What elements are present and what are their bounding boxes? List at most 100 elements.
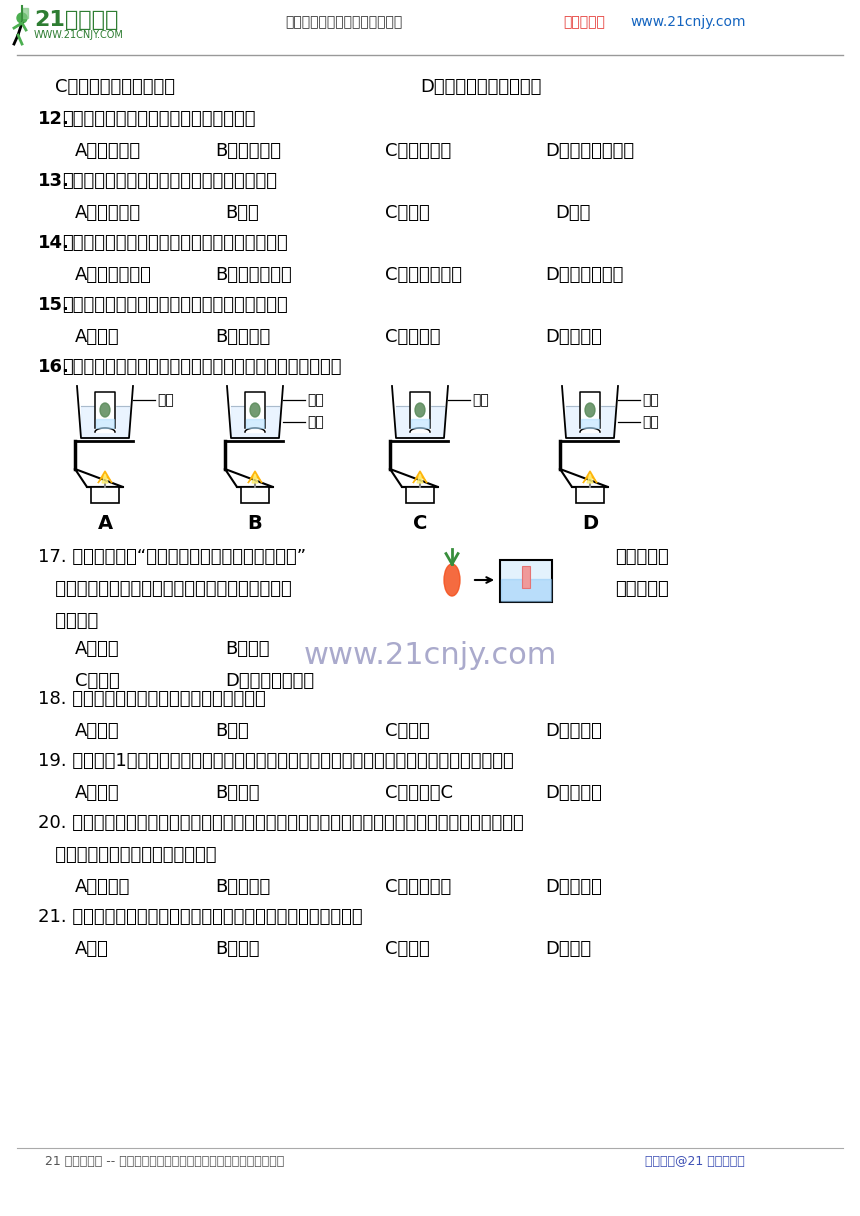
Ellipse shape: [100, 402, 110, 417]
Text: 下列实验装置中，能迅速、安全地使叶片的綠色褪去的是：: 下列实验装置中，能迅速、安全地使叶片的綠色褪去的是：: [62, 358, 341, 376]
Circle shape: [17, 13, 27, 23]
Polygon shape: [411, 420, 429, 428]
Text: B．锰、铁、氮: B．锰、铁、氮: [215, 266, 292, 285]
Text: 清水: 清水: [307, 393, 323, 407]
Text: D．蛋白质: D．蛋白质: [545, 784, 602, 803]
Text: 世纪教育网: 世纪教育网: [563, 15, 605, 29]
Ellipse shape: [250, 402, 260, 417]
Text: A．根冒: A．根冒: [75, 328, 120, 347]
Text: 21世纪教育: 21世纪教育: [34, 10, 119, 30]
Text: 16.: 16.: [38, 358, 70, 376]
Text: B．水: B．水: [225, 204, 259, 223]
Text: D．提供二氧化碳: D．提供二氧化碳: [545, 142, 634, 161]
Text: D．成熟区: D．成熟区: [545, 328, 602, 347]
Polygon shape: [396, 406, 444, 438]
Text: 20. 某家长为临近学业考试的孩子设计了一份晚餐食谱：米饥、炒猪肝、清蒂鰫鱼。为了均衡膨食，: 20. 某家长为临近学业考试的孩子设计了一份晚餐食谱：米饥、炒猪肝、清蒂鰫鱼。为…: [38, 814, 524, 832]
Text: 清水: 清水: [642, 415, 659, 429]
Text: C．小肠: C．小肠: [385, 940, 430, 958]
Text: 酒精: 酒精: [157, 393, 174, 407]
Text: 植物进行光合作用时，不需要的外界条件是：: 植物进行光合作用时，不需要的外界条件是：: [62, 171, 277, 190]
Text: 萝卜切条后放置于浓盐水中，如图所示。一段时间: 萝卜切条后放置于浓盐水中，如图所示。一段时间: [38, 580, 292, 598]
Text: A．变长: A．变长: [75, 640, 120, 658]
Text: D．先变长后变短: D．先变长后变短: [225, 672, 314, 689]
Text: 18. 下列物质中，能在纸张上留下油斑的是：: 18. 下列物质中，能在纸张上留下油斑的是：: [38, 689, 266, 708]
Text: B．糖类: B．糖类: [215, 784, 260, 803]
Text: A: A: [97, 514, 113, 533]
Text: B．鱼汤面: B．鱼汤面: [215, 878, 270, 896]
Text: 15.: 15.: [38, 295, 70, 314]
Text: C．维生素C: C．维生素C: [385, 784, 453, 803]
Text: A．炒青菜: A．炒青菜: [75, 878, 131, 896]
Text: D．氮、碗、锇: D．氮、碗、锇: [545, 266, 624, 285]
Polygon shape: [248, 471, 262, 483]
Text: C．脂肪: C．脂肪: [385, 722, 430, 741]
Text: 19. 小明同学1日三餐非鱼即肉，很少吃蔬菜水果，结果导致他的牙龈出血，原因是他体内缺乏：: 19. 小明同学1日三餐非鱼即肉，很少吃蔬菜水果，结果导致他的牙龈出血，原因是他…: [38, 751, 513, 770]
Text: 13.: 13.: [38, 171, 70, 190]
Polygon shape: [566, 406, 614, 438]
Polygon shape: [410, 392, 430, 432]
Polygon shape: [98, 471, 112, 483]
Polygon shape: [81, 406, 129, 438]
Text: B．分生区: B．分生区: [215, 328, 270, 347]
Text: 在植物的生长过程中，需要量最多的无机盐是：: 在植物的生长过程中，需要量最多的无机盐是：: [62, 233, 288, 252]
Text: A．胃: A．胃: [75, 940, 109, 958]
Text: C．变短: C．变短: [75, 672, 120, 689]
Polygon shape: [417, 474, 423, 483]
Text: C．五香牛肉: C．五香牛肉: [385, 878, 452, 896]
Text: D．光: D．光: [555, 204, 590, 223]
Text: 酒精: 酒精: [642, 393, 659, 407]
Text: D．煎鸡蛋: D．煎鸡蛋: [545, 878, 602, 896]
Text: 长度将：: 长度将：: [38, 612, 98, 630]
Bar: [576, 486, 604, 503]
Text: 后，萝卜条: 后，萝卜条: [615, 580, 669, 598]
Polygon shape: [22, 9, 28, 18]
Text: B．提供氧气: B．提供氧气: [215, 142, 281, 161]
Text: B．不变: B．不变: [225, 640, 269, 658]
Bar: [406, 486, 434, 503]
Polygon shape: [580, 392, 600, 432]
Ellipse shape: [415, 402, 425, 417]
Text: D: D: [582, 514, 598, 533]
Text: 21 世纪教育网 -- 中国最大型、最专业的中小学教育资源门户网站。: 21 世纪教育网 -- 中国最大型、最专业的中小学教育资源门户网站。: [45, 1155, 285, 1169]
Polygon shape: [95, 392, 115, 432]
Bar: [522, 565, 530, 589]
Text: C: C: [413, 514, 427, 533]
Polygon shape: [583, 471, 597, 483]
Text: WWW.21CNJY.COM: WWW.21CNJY.COM: [34, 30, 124, 40]
Text: 12.: 12.: [38, 109, 70, 128]
Text: www.21cnjy.com: www.21cnjy.com: [630, 15, 746, 29]
Text: A．铁、锤、钒: A．铁、锤、钒: [75, 266, 152, 285]
Text: C．高温: C．高温: [385, 204, 430, 223]
Polygon shape: [413, 471, 427, 483]
Text: A．脂肪: A．脂肪: [75, 784, 120, 803]
Text: B．水: B．水: [215, 722, 249, 741]
Text: 请补充一种食物使其营养更合理：: 请补充一种食物使其营养更合理：: [38, 846, 217, 865]
Text: D．法制宣传，保护鸟类: D．法制宣传，保护鸟类: [420, 78, 542, 96]
Polygon shape: [231, 406, 279, 438]
Text: 时，将新鲜: 时，将新鲜: [615, 548, 669, 565]
Polygon shape: [96, 420, 114, 428]
Text: 17. 某学生在探究“外界溶液浓度对植物吸水的影响”: 17. 某学生在探究“外界溶液浓度对植物吸水的影响”: [38, 548, 306, 565]
Polygon shape: [252, 474, 258, 483]
Bar: [91, 486, 119, 503]
Ellipse shape: [585, 402, 595, 417]
Text: A．淦粉: A．淦粉: [75, 722, 120, 741]
Text: C．滥砍滥伐，水土流失: C．滥砍滥伐，水土流失: [55, 78, 175, 96]
Text: 本资料来自于资源最齐全的２１: 本资料来自于资源最齐全的２１: [285, 15, 402, 29]
Text: D．蛋白质: D．蛋白质: [545, 722, 602, 741]
Polygon shape: [581, 420, 599, 428]
Text: A．提供食物: A．提供食物: [75, 142, 141, 161]
Polygon shape: [246, 420, 264, 428]
Bar: [500, 561, 552, 602]
Text: 植物根吸收水分和无机盐的主要部位是根尖的：: 植物根吸收水分和无机盐的主要部位是根尖的：: [62, 295, 288, 314]
Text: D．口腔: D．口腔: [545, 940, 591, 958]
Polygon shape: [587, 474, 593, 483]
Polygon shape: [245, 392, 265, 432]
Text: 把新鲜水草放在养鱼缸里的主要目的是：: 把新鲜水草放在养鱼缸里的主要目的是：: [62, 109, 255, 128]
Text: 21. 在人的消化系统中，消化食物和吸收营养物质的主要器官是：: 21. 在人的消化系统中，消化食物和吸收营养物质的主要器官是：: [38, 908, 363, 927]
Polygon shape: [501, 579, 551, 601]
Text: www.21cnjy.com: www.21cnjy.com: [304, 642, 556, 670]
Text: C．提供能量: C．提供能量: [385, 142, 452, 161]
Ellipse shape: [444, 564, 460, 596]
Text: 版权所有@21 世纪教育网: 版权所有@21 世纪教育网: [645, 1155, 745, 1169]
